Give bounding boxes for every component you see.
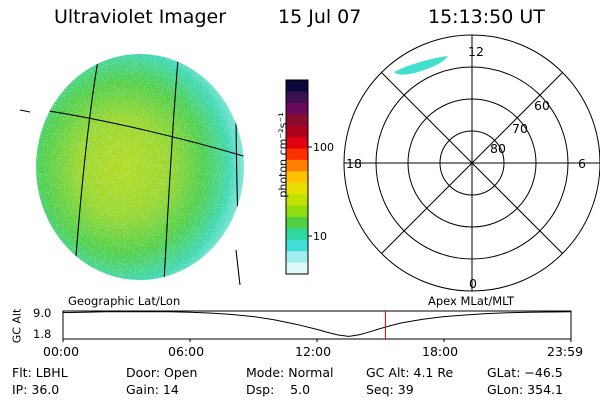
- glon-info: GLon: 354.1: [487, 382, 563, 397]
- gc-alt-plot: [62, 310, 572, 342]
- colorbar-band: [286, 171, 308, 184]
- seq-info: Seq: 39: [366, 382, 414, 397]
- xtick-1800: 18:00: [422, 344, 459, 359]
- filter-info: Flt: LBHL: [12, 365, 68, 380]
- colorbar-band: [286, 102, 308, 115]
- mlat-label-70: 70: [512, 121, 528, 136]
- colorbar-unit-label: photon cm⁻²s⁻¹: [276, 112, 290, 198]
- mode-info: Mode: Normal: [246, 365, 334, 380]
- colorbar-band: [286, 159, 308, 172]
- colorbar-band: [286, 228, 308, 241]
- aurora-patch: [394, 56, 448, 75]
- mlat-label-60: 60: [534, 98, 550, 113]
- colorbar-band: [286, 80, 308, 93]
- gc-alt-info: GC Alt: 4.1 Re: [366, 365, 454, 380]
- colorbar-band: [286, 251, 308, 264]
- mlt-label-6: 6: [578, 156, 586, 171]
- door-info: Door: Open: [126, 365, 198, 380]
- mlt-label-0: 0: [469, 276, 477, 291]
- colorbar-tick-100: 100: [313, 141, 334, 154]
- instrument-title: Ultraviolet Imager: [54, 6, 227, 28]
- gc-alt-axis-label: GC Alt: [10, 308, 24, 344]
- colorbar-band: [286, 137, 308, 150]
- ytick-9: 9.0: [33, 306, 52, 320]
- glat-info: GLat: −46.5: [487, 365, 563, 380]
- apex-label: Apex MLat/MLT: [428, 294, 515, 308]
- xtick-1200: 12:00: [295, 344, 332, 359]
- uv-disk-image: [19, 54, 244, 286]
- gc-alt-line: [62, 311, 572, 337]
- colorbar-band: [286, 91, 308, 104]
- colorbar-band: [286, 205, 308, 218]
- mlt-label-18: 18: [346, 156, 362, 171]
- ytick-1-8: 1.8: [33, 327, 52, 341]
- mlat-label-80: 80: [490, 141, 506, 156]
- colorbar-band: [286, 239, 308, 252]
- colorbar-band: [286, 262, 308, 275]
- time-label: 15:13:50 UT: [428, 6, 545, 28]
- colorbar-band: [286, 125, 308, 138]
- xtick-0000: 00:00: [43, 344, 80, 359]
- gain-info: Gain: 14: [126, 382, 179, 397]
- xtick-2359: 23:59: [547, 344, 584, 359]
- colorbar-tick-10: 10: [313, 230, 327, 243]
- ip-info: IP: 36.0: [12, 382, 60, 397]
- colorbar-band: [286, 148, 308, 161]
- colorbar-band: [286, 114, 308, 127]
- date-label: 15 Jul 07: [278, 6, 362, 28]
- colorbar: [285, 79, 312, 275]
- colorbar-band: [286, 216, 308, 229]
- geographic-label: Geographic Lat/Lon: [68, 294, 181, 308]
- polar-plot: [343, 34, 600, 292]
- xtick-0600: 06:00: [168, 344, 205, 359]
- colorbar-band: [286, 182, 308, 195]
- colorbar-band: [286, 194, 308, 207]
- dsp-info: Dsp: 5.0: [246, 382, 311, 397]
- mlt-label-12: 12: [468, 44, 484, 59]
